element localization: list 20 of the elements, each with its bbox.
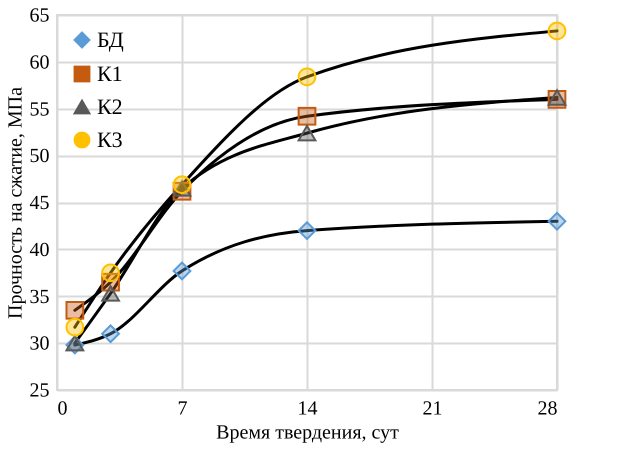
legend-label: БД <box>97 27 124 52</box>
x-axis-title: Время твердения, сут <box>216 422 400 444</box>
legend-label: К1 <box>97 61 123 86</box>
legend-label: К3 <box>97 127 123 152</box>
y-tick-label: 40 <box>30 238 50 261</box>
x-tick-label: 21 <box>422 398 442 420</box>
y-axis-title: Прочность на сжатие, МПа <box>4 86 26 319</box>
x-tick-label: 7 <box>178 398 188 420</box>
y-tick-label: 55 <box>30 98 50 120</box>
x-tick-label: 14 <box>298 398 318 420</box>
legend-label: К2 <box>97 94 123 119</box>
y-tick-label: 45 <box>30 192 50 214</box>
y-tick-label: 25 <box>30 380 50 402</box>
y-tick-label: 50 <box>30 145 50 168</box>
x-tick-label: 28 <box>538 398 558 420</box>
y-tick-label: 30 <box>30 332 50 355</box>
x-tick-label: 0 <box>58 398 68 420</box>
y-tick-label: 35 <box>30 286 50 308</box>
y-tick-label: 65 <box>30 4 50 26</box>
y-tick-label: 60 <box>30 51 50 74</box>
